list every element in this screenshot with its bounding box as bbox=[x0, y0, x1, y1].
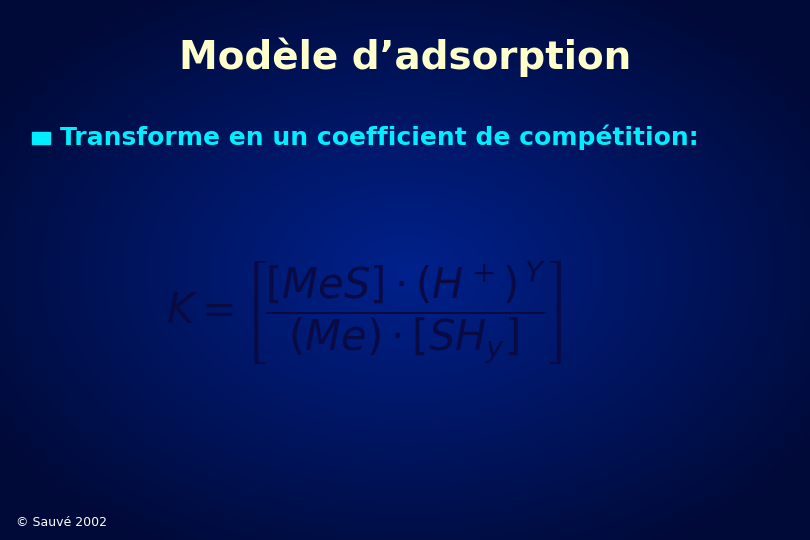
Bar bbox=[32, 132, 50, 144]
Text: Modèle d’adsorption: Modèle d’adsorption bbox=[179, 38, 631, 77]
Text: Transforme en un coefficient de compétition:: Transforme en un coefficient de compétit… bbox=[60, 125, 698, 151]
Text: © Sauvé 2002: © Sauvé 2002 bbox=[16, 516, 107, 529]
Text: $\mathit{K} = \left[\dfrac{[\mathit{MeS}]\cdot(\mathit{H}^+)^{\,Y}}{(\mathit{Me}: $\mathit{K} = \left[\dfrac{[\mathit{MeS}… bbox=[166, 260, 563, 367]
